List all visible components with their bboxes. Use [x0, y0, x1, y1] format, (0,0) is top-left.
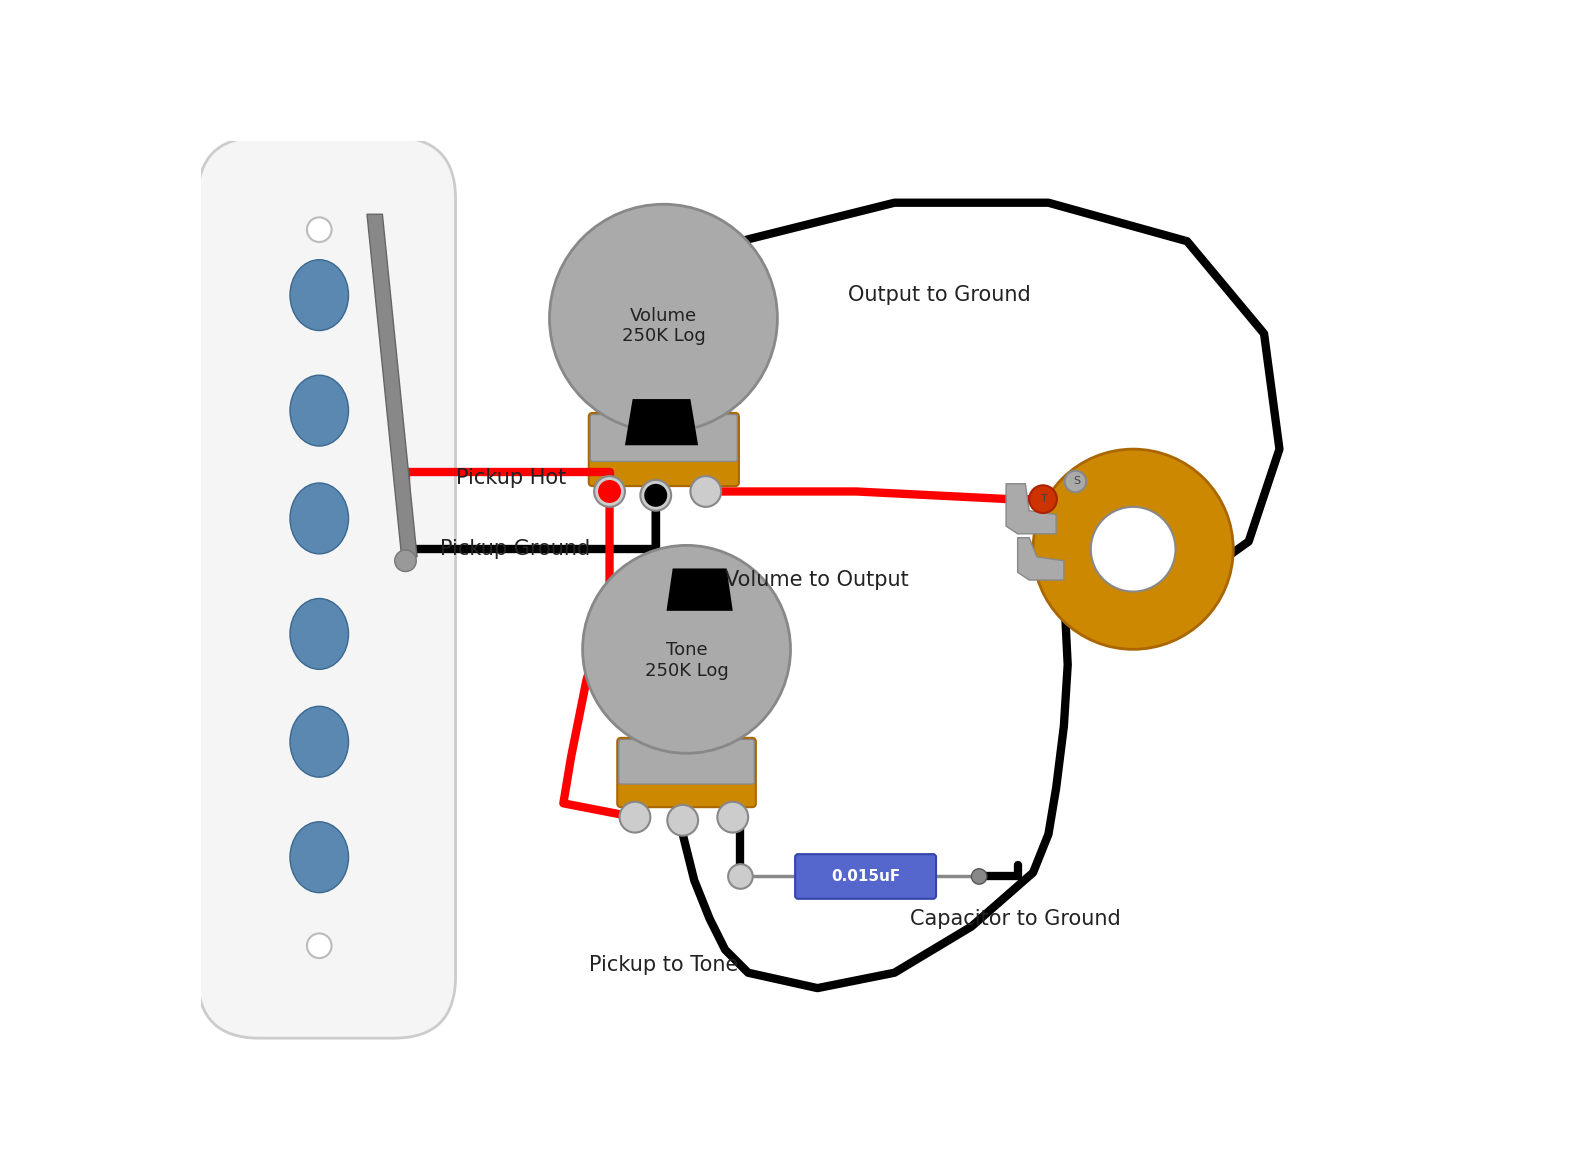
Ellipse shape [291, 707, 349, 777]
Text: Output to Ground: Output to Ground [848, 285, 1032, 305]
Text: T: T [1041, 494, 1048, 505]
Circle shape [1065, 470, 1085, 493]
Circle shape [619, 802, 651, 833]
Ellipse shape [291, 375, 349, 446]
Ellipse shape [291, 483, 349, 554]
Polygon shape [1006, 483, 1055, 534]
Text: Volume
250K Log: Volume 250K Log [621, 307, 705, 346]
Ellipse shape [291, 260, 349, 330]
Circle shape [1090, 507, 1176, 592]
FancyBboxPatch shape [795, 854, 935, 898]
Circle shape [594, 476, 626, 507]
Polygon shape [1018, 537, 1063, 580]
Circle shape [1033, 449, 1234, 649]
Text: Pickup Hot: Pickup Hot [455, 468, 566, 488]
Circle shape [1029, 486, 1057, 513]
Text: Pickup Ground: Pickup Ground [441, 540, 591, 560]
Polygon shape [626, 399, 698, 446]
Circle shape [307, 218, 332, 242]
FancyBboxPatch shape [589, 413, 739, 486]
Text: Volume to Output: Volume to Output [725, 570, 908, 590]
Text: Capacitor to Ground: Capacitor to Ground [910, 909, 1120, 929]
Text: 0.015uF: 0.015uF [831, 869, 901, 884]
Text: Pickup to Tone: Pickup to Tone [589, 955, 738, 975]
Text: Tone
250K Log: Tone 250K Log [645, 641, 728, 680]
Circle shape [690, 476, 720, 507]
Ellipse shape [291, 599, 349, 669]
Circle shape [307, 934, 332, 958]
Circle shape [640, 480, 672, 510]
Circle shape [972, 869, 988, 884]
Ellipse shape [291, 822, 349, 893]
FancyBboxPatch shape [198, 138, 455, 1038]
FancyBboxPatch shape [618, 737, 755, 807]
Circle shape [583, 546, 790, 754]
FancyBboxPatch shape [619, 740, 754, 784]
Circle shape [599, 481, 621, 502]
Circle shape [395, 550, 416, 572]
FancyBboxPatch shape [591, 414, 738, 461]
Circle shape [645, 485, 667, 506]
Text: S: S [1073, 476, 1081, 487]
Circle shape [667, 804, 698, 836]
Polygon shape [667, 568, 733, 610]
Polygon shape [367, 214, 417, 557]
Circle shape [717, 802, 749, 833]
Circle shape [728, 864, 752, 889]
Circle shape [550, 205, 777, 432]
